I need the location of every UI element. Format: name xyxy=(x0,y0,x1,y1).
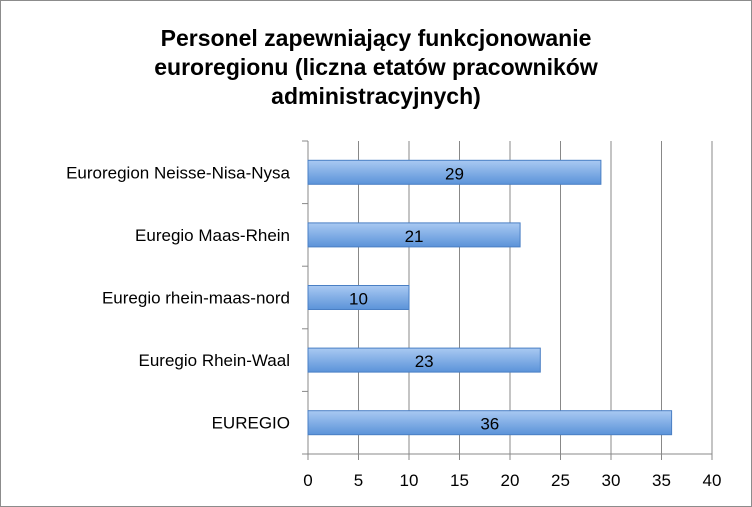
chart-title-line-2: euroregionu (liczna etatów pracowników xyxy=(154,54,598,80)
category-label: Euregio rhein-maas-nord xyxy=(102,289,290,308)
bar xyxy=(307,347,541,373)
category-label: Euregio Rhein-Waal xyxy=(139,351,291,370)
data-label: 29 xyxy=(445,164,464,183)
x-tick-label: 10 xyxy=(400,471,419,490)
category-label: Euregio Maas-Rhein xyxy=(135,226,290,245)
x-tick-label: 20 xyxy=(501,471,520,490)
x-tick-label: 30 xyxy=(602,471,621,490)
bar xyxy=(307,410,673,436)
data-label: 21 xyxy=(405,227,424,246)
category-label: EUREGIO xyxy=(212,414,290,433)
x-tick-label: 25 xyxy=(551,471,570,490)
chart-title-line-3: administracyjnych) xyxy=(271,83,481,109)
category-label: Euroregion Neisse-Nisa-Nysa xyxy=(66,163,290,182)
data-label: 10 xyxy=(349,290,368,309)
data-label: 36 xyxy=(480,415,499,434)
bar xyxy=(307,159,602,185)
x-tick-label: 0 xyxy=(303,471,312,490)
data-label: 23 xyxy=(415,352,434,371)
x-tick-label: 15 xyxy=(450,471,469,490)
labels: 0 5 10 15 20 25 30 35 40 Euroregion Neisse-Nisa-N… xyxy=(66,163,721,490)
x-tick-label: 5 xyxy=(354,471,363,490)
chart-title: Personel zapewniający funkcjonowanie eur… xyxy=(0,24,752,111)
chart-title-line-1: Personel zapewniający funkcjonowanie xyxy=(160,25,592,51)
bar xyxy=(307,285,410,310)
bars xyxy=(307,159,673,436)
x-tick-label: 35 xyxy=(652,471,671,490)
x-tick-label: 40 xyxy=(703,471,722,490)
bar xyxy=(307,222,521,248)
